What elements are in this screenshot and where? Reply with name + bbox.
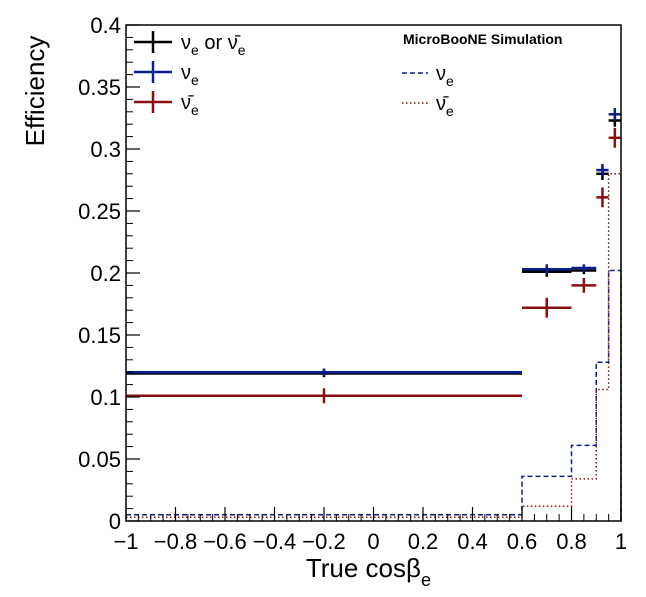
- step-line-0: [126, 269, 622, 521]
- y-tick-label: 0.3: [90, 137, 121, 162]
- x-tick-label: 0.6: [507, 529, 538, 554]
- legend-label: νe: [181, 62, 199, 88]
- x-axis-title-main: True cos: [306, 553, 406, 583]
- legend-entry-left-1: νe: [134, 61, 199, 88]
- legend-symbol: ν̄: [181, 92, 194, 114]
- error-bar-series: [126, 108, 621, 404]
- y-tick-label: 0.15: [78, 323, 121, 348]
- legend-subscript: e: [446, 73, 454, 89]
- x-tick-label: 0: [367, 529, 379, 554]
- x-axis-title-beta: β: [406, 553, 421, 583]
- legend-conjunction: or: [199, 32, 228, 54]
- x-tick-label: −0.6: [203, 529, 246, 554]
- x-tick-label: −0.4: [253, 529, 296, 554]
- x-axis-title-sub: e: [421, 570, 431, 590]
- legend-label: ν̄e: [181, 92, 199, 118]
- x-axis-title: True cosβe: [306, 553, 431, 590]
- y-tick-label: 0.2: [90, 261, 121, 286]
- legend-entry-right-0: νe: [402, 63, 454, 89]
- x-tick-label: −0.2: [302, 529, 345, 554]
- legend-entry-left-2: ν̄e: [134, 91, 199, 118]
- simulation-label: MicroBooNE Simulation: [403, 31, 562, 47]
- x-tick-label: 1: [615, 529, 627, 554]
- x-tick-label: −0.8: [154, 529, 197, 554]
- x-tick-label: 0.4: [457, 529, 488, 554]
- legend-label: νe or ν̄e: [181, 32, 246, 58]
- y-tick-label: 0.1: [90, 385, 121, 410]
- step-line-1: [126, 173, 622, 521]
- error-bar-1-1: [522, 264, 572, 275]
- legend-subscript: e: [191, 102, 199, 118]
- legend-symbol: ν̄: [436, 93, 449, 115]
- legend-symbol-2: ν̄: [228, 32, 241, 54]
- y-tick-label: 0.25: [78, 199, 121, 224]
- y-axis-title: Efficiency: [20, 36, 50, 147]
- legend-subscript-2: e: [238, 42, 246, 58]
- y-tick-label: 0.05: [78, 447, 121, 472]
- error-bar-2-3: [596, 187, 609, 208]
- error-bar-1-3: [596, 163, 609, 177]
- y-tick-label: 0.35: [78, 75, 121, 100]
- y-tick-label: 0.4: [90, 13, 121, 38]
- legend-symbol: ν: [436, 63, 446, 85]
- axes: −1 −0.8 −0.6 −0.4 −0.2 0 0.2 0.4 0.6 0.8 1 0 0.05 0.1…: [78, 13, 627, 554]
- x-tick-label: 0.2: [408, 529, 439, 554]
- legend-label: νe: [436, 63, 454, 89]
- error-bar-2-1: [522, 297, 572, 318]
- legend-entry-right-1: ν̄e: [402, 93, 454, 119]
- legend-subscript: e: [191, 42, 199, 58]
- legend-entry-left-0: νe or ν̄e: [134, 31, 246, 58]
- y-tick-label: 0: [109, 509, 121, 534]
- legend-label: ν̄e: [436, 93, 454, 119]
- error-bar-1-2: [571, 264, 597, 272]
- error-bar-2-0: [126, 388, 522, 404]
- legend-subscript: e: [191, 72, 199, 88]
- legend-subscript: e: [446, 103, 454, 119]
- legend-symbol: ν: [181, 32, 191, 54]
- legend-symbol: ν: [181, 62, 191, 84]
- error-bar-1-0: [126, 368, 522, 376]
- error-bar-2-4: [608, 127, 621, 148]
- error-bar-1-4: [608, 108, 621, 121]
- step-histograms: [126, 173, 622, 521]
- x-tick-label: −1: [113, 529, 138, 554]
- error-bar-2-2: [571, 277, 597, 293]
- x-tick-label: 0.8: [556, 529, 587, 554]
